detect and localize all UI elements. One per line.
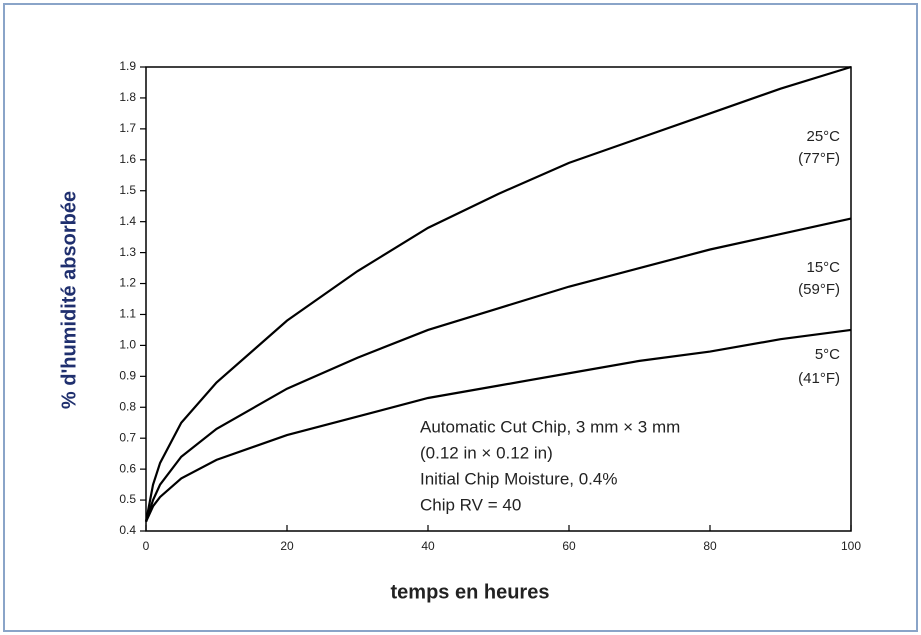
- series-note: (41°F): [798, 370, 840, 387]
- y-tick-label: 1.7: [119, 121, 136, 135]
- series-line: [144, 217, 852, 523]
- series-label: 25°C: [806, 128, 840, 145]
- x-tick-label: 20: [280, 539, 294, 553]
- series-line: [144, 328, 852, 523]
- y-tick-label: 0.8: [119, 399, 136, 413]
- x-tick-label: 0: [143, 539, 150, 553]
- annotation: Automatic Cut Chip, 3 mm × 3 mm: [420, 417, 680, 436]
- y-tick-label: 1.9: [119, 59, 136, 73]
- annotation: (0.12 in × 0.12 in): [420, 443, 553, 462]
- y-axis-label: % d'humidité absorbée: [58, 191, 80, 409]
- y-tick-label: 1.2: [119, 276, 136, 290]
- y-tick-label: 0.9: [119, 369, 136, 383]
- y-tick-label: 0.6: [119, 461, 136, 475]
- x-tick-label: 60: [562, 539, 576, 553]
- frame: [3, 3, 918, 632]
- y-tick-label: 1.3: [119, 245, 136, 259]
- y-tick-label: 0.5: [119, 492, 136, 506]
- series-note: (59°F): [798, 281, 840, 298]
- y-tick-label: 0.4: [119, 523, 136, 537]
- y-tick-label: 1.1: [119, 307, 136, 321]
- plot-box: [145, 66, 852, 532]
- x-tick-label: 100: [841, 539, 861, 553]
- x-tick-label: 80: [703, 539, 717, 553]
- annotation: Initial Chip Moisture, 0.4%: [420, 469, 617, 488]
- y-tick-label: 1.0: [119, 338, 136, 352]
- y-tick-label: 1.5: [119, 183, 136, 197]
- series-note: (77°F): [798, 150, 840, 167]
- y-tick-label: 0.7: [119, 430, 136, 444]
- y-tick-label: 1.6: [119, 152, 136, 166]
- y-tick-label: 1.8: [119, 90, 136, 104]
- annotation: Chip RV = 40: [420, 495, 521, 514]
- series-line: [144, 65, 852, 522]
- x-axis-label: temps en heures: [391, 581, 550, 603]
- x-tick-label: 40: [421, 539, 435, 553]
- series-label: 5°C: [815, 346, 840, 363]
- series-label: 15°C: [806, 259, 840, 276]
- y-tick-label: 1.4: [119, 214, 136, 228]
